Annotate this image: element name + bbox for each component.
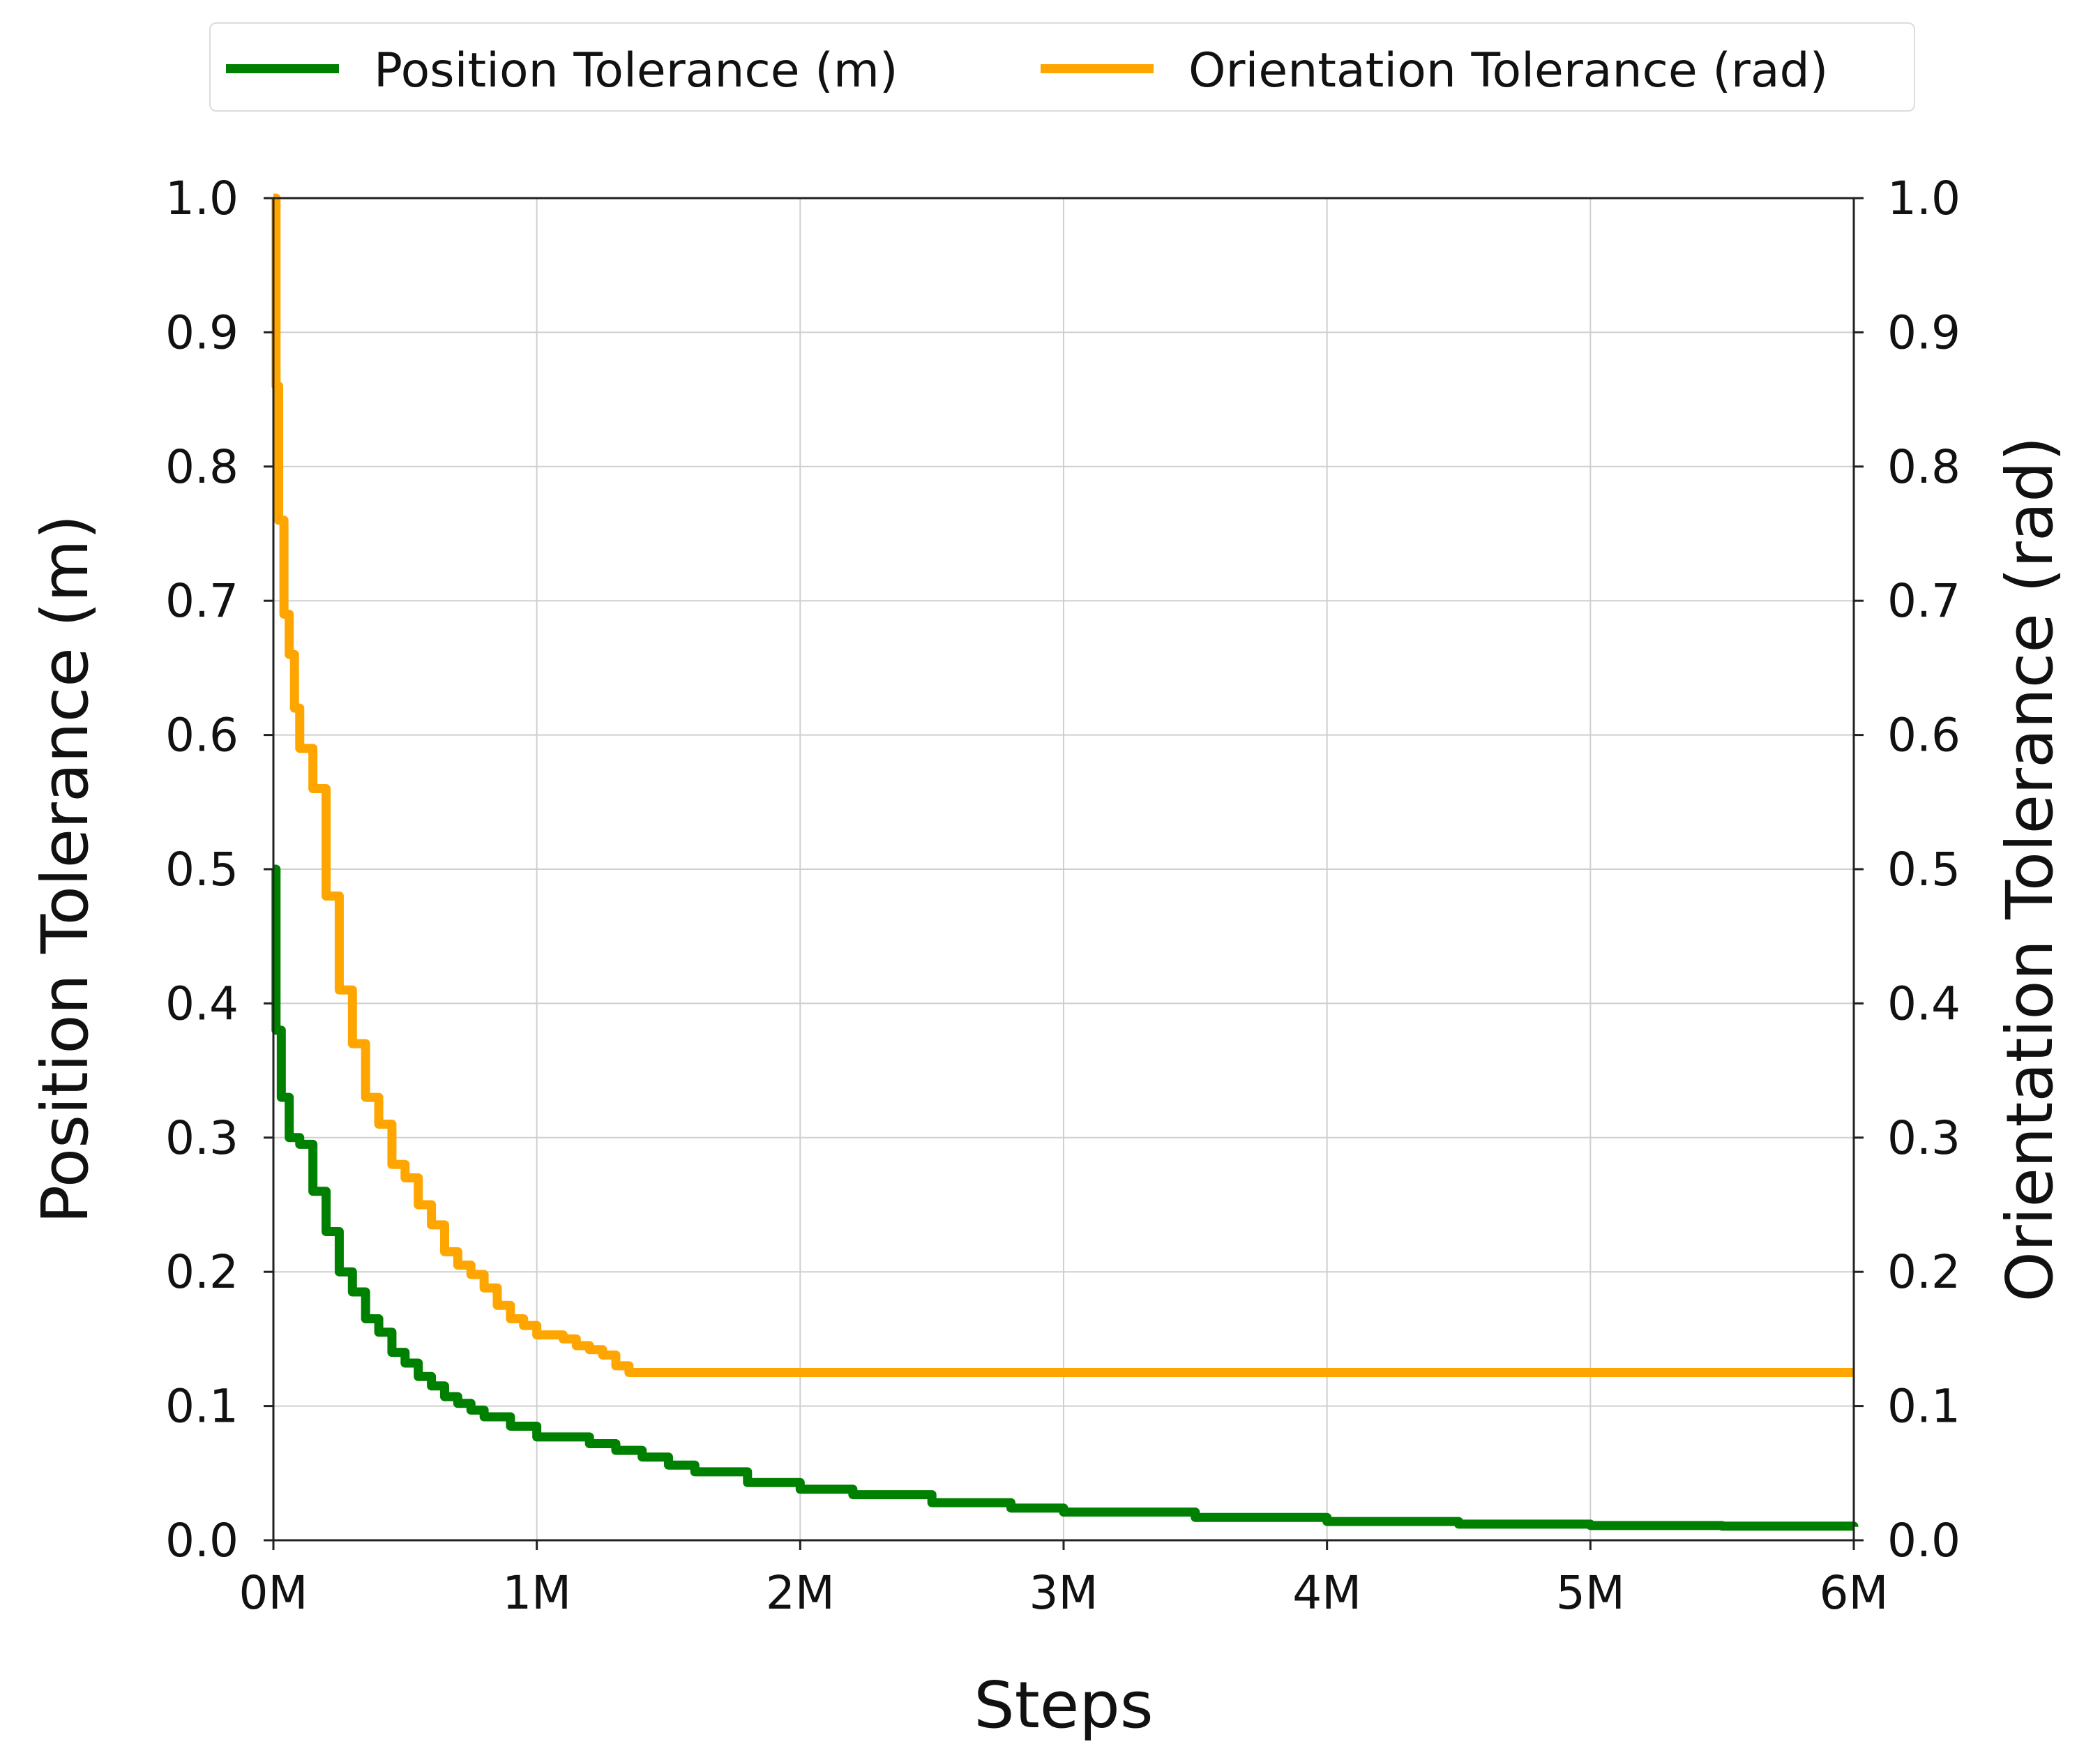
x-tick-label: 1M [502, 1566, 571, 1620]
x-tick-label: 5M [1556, 1566, 1625, 1620]
y-left-tick-label: 0.5 [165, 843, 239, 896]
grid [273, 197, 1855, 1541]
y-right-tick-label: 0.9 [1887, 306, 1961, 359]
y-left-tick-label: 0.2 [165, 1245, 239, 1299]
legend: Position Tolerance (m) Orientation Toler… [209, 22, 1915, 112]
y-right-tick-label: 0.0 [1887, 1514, 1961, 1567]
y-right-tick-label: 0.1 [1887, 1380, 1961, 1434]
x-tick-label: 2M [766, 1566, 835, 1620]
y-left-tick-label: 0.7 [165, 574, 239, 628]
y-right-tick-label: 0.2 [1887, 1245, 1961, 1299]
y-left-tick-label: 1.0 [165, 172, 239, 225]
y-left-tick-label: 0.8 [165, 440, 239, 494]
y-left-tick-label: 0.6 [165, 709, 239, 762]
x-tick-label: 6M [1820, 1566, 1889, 1620]
legend-swatch-position [226, 64, 339, 73]
x-tick-label: 0M [239, 1566, 308, 1620]
series-layer [271, 193, 1859, 1531]
y-right-tick-label: 0.8 [1887, 440, 1961, 494]
x-axis-title: Steps [974, 1668, 1153, 1743]
y-right-tick-label: 0.3 [1887, 1111, 1961, 1165]
legend-label-position: Position Tolerance (m) [374, 43, 898, 98]
x-tick-label: 4M [1292, 1566, 1361, 1620]
y-right-tick-label: 0.4 [1887, 977, 1961, 1030]
y-right-tick-label: 0.6 [1887, 709, 1961, 762]
x-tick-label: 3M [1029, 1566, 1098, 1620]
y-axis-left-title: Position Tolerance (m) [28, 515, 103, 1224]
tick-labels: 0M 1M 2M 3M 4M 5M 6M0.00.10.20.30.40.50.60.70.… [165, 172, 1961, 1620]
y-right-tick-label: 0.7 [1887, 574, 1961, 628]
y-left-tick-label: 0.1 [165, 1380, 239, 1434]
series-line-position-tolerance [271, 864, 1859, 1531]
plot-frame [272, 197, 1855, 1542]
legend-swatch-orientation [1041, 64, 1154, 73]
axes [264, 197, 1864, 1550]
y-left-tick-label: 0.9 [165, 306, 239, 359]
y-left-tick-label: 0.4 [165, 977, 239, 1030]
y-axis-right-title: Orientation Tolerance (rad) [1993, 437, 2067, 1302]
y-left-tick-label: 0.0 [165, 1514, 239, 1567]
y-right-tick-label: 1.0 [1887, 172, 1961, 225]
y-left-tick-label: 0.3 [165, 1111, 239, 1165]
y-right-tick-label: 0.5 [1887, 843, 1961, 896]
series-line-orientation-tolerance [271, 193, 1854, 1377]
legend-label-orientation: Orientation Tolerance (rad) [1188, 43, 1829, 98]
